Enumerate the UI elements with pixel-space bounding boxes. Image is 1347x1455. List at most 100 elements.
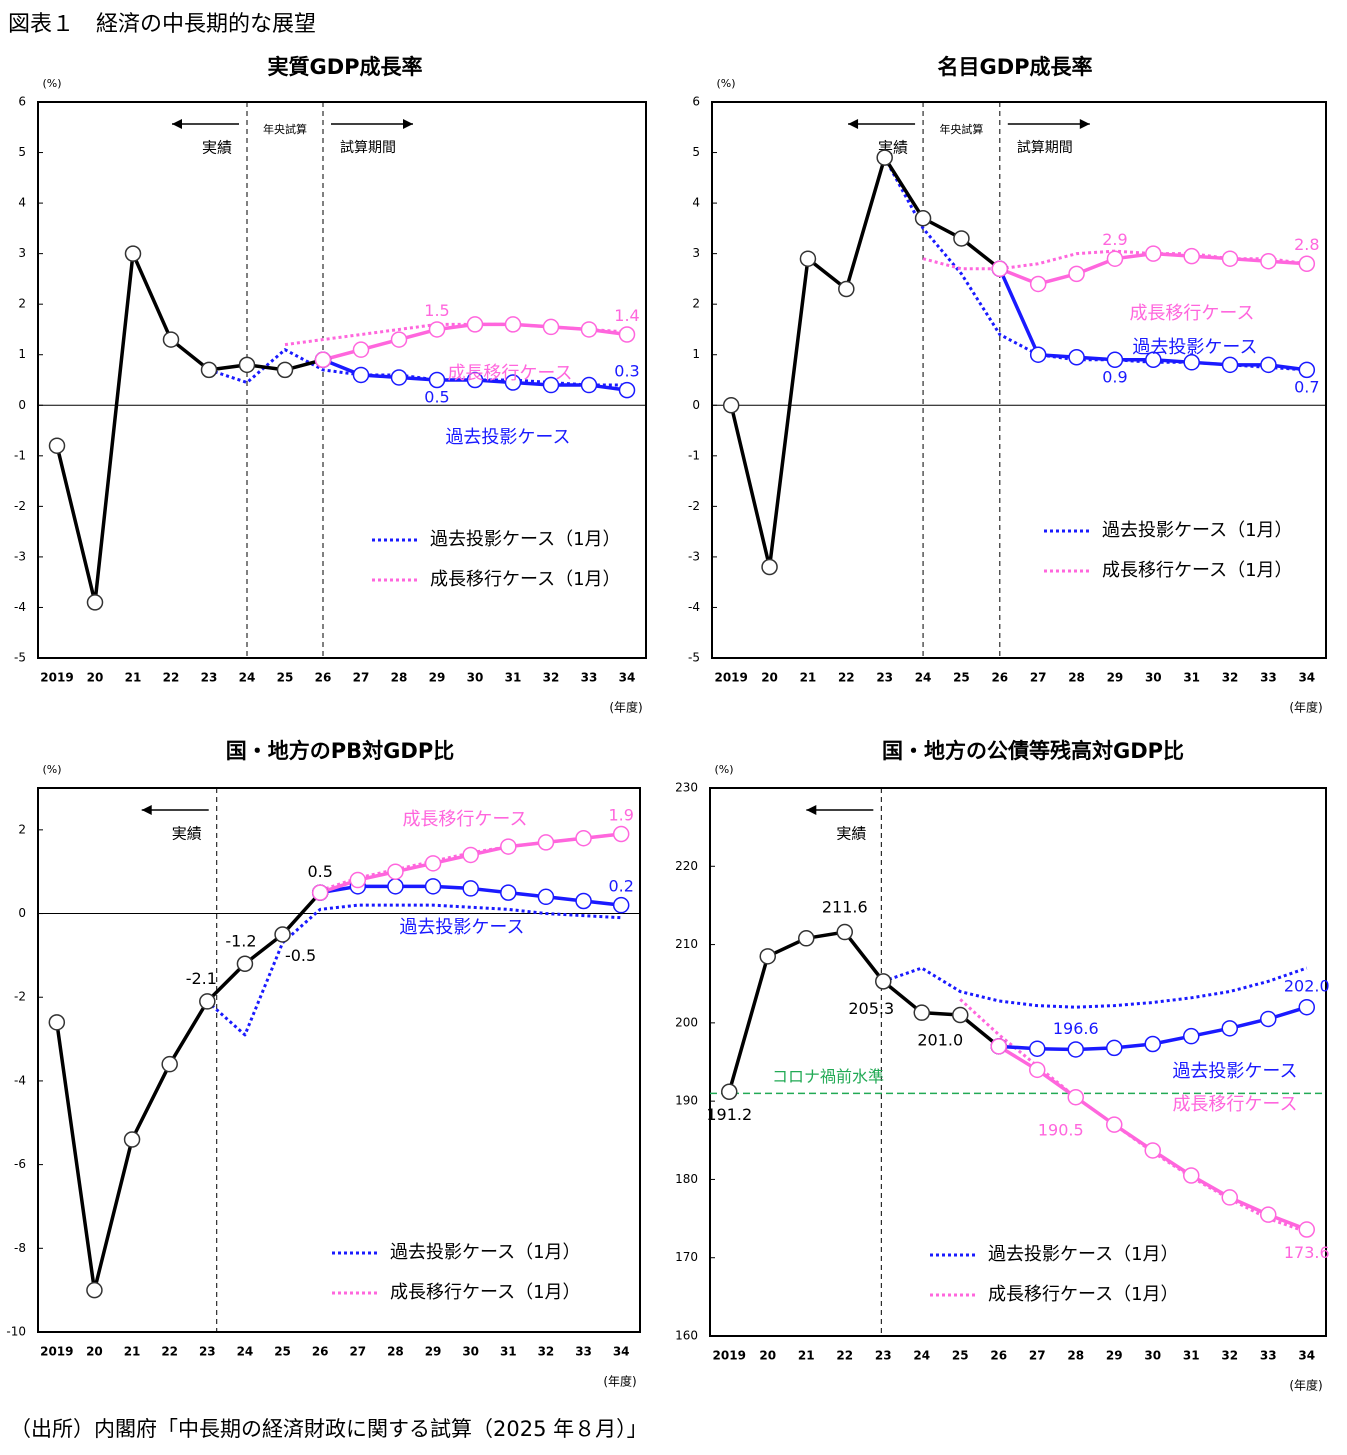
x-tick-label: 22 [161, 1345, 178, 1359]
marker [876, 149, 893, 166]
y-tick-label: 0 [18, 906, 26, 920]
marker [952, 1006, 969, 1024]
y-tick-label: -2 [14, 499, 26, 513]
period-label: 試算期間 [1017, 140, 1073, 156]
marker [504, 374, 522, 391]
marker [612, 896, 630, 914]
marker [86, 594, 104, 611]
data-label: 201.0 [917, 1031, 963, 1050]
y-tick-label: 170 [675, 1250, 698, 1264]
x-tick-label: 28 [1067, 1349, 1084, 1363]
data-label: 1.4 [614, 306, 639, 325]
data-label: 0.7 [1294, 377, 1319, 396]
x-tick-label: 23 [201, 671, 218, 685]
marker [504, 316, 522, 333]
x-tick-label: 21 [798, 1349, 815, 1363]
x-tick-label: 29 [1106, 1349, 1123, 1363]
data-label: 1.9 [608, 806, 633, 825]
marker [1221, 1020, 1238, 1037]
x-axis-unit: (年度) [603, 1374, 636, 1389]
marker [1067, 1088, 1084, 1106]
x-tick-label: 23 [199, 1345, 216, 1359]
marker [1144, 1035, 1161, 1053]
marker [953, 230, 970, 247]
y-tick-label: -3 [14, 549, 26, 563]
marker [387, 863, 404, 880]
x-tick-label: 23 [875, 1349, 892, 1363]
x-tick-label: 28 [387, 1345, 404, 1359]
marker [238, 356, 256, 374]
y-tick-label: -5 [688, 651, 700, 665]
marker [1221, 1189, 1238, 1206]
line [729, 155, 1001, 569]
marker [349, 871, 367, 889]
marker [48, 437, 66, 454]
marker [1106, 250, 1124, 267]
data-label: 0.9 [1102, 367, 1127, 386]
x-tick-label: 25 [277, 671, 294, 685]
y-tick-label: 6 [18, 95, 26, 109]
plot-frame [37, 787, 641, 1333]
x-tick-label: 33 [581, 671, 598, 685]
y-tick-label: 1 [692, 347, 700, 361]
x-tick-label: 34 [613, 1345, 630, 1359]
period-label: 試算期間 [340, 140, 396, 156]
x-tick-label: 25 [952, 1349, 969, 1363]
data-label: 202.0 [1284, 977, 1330, 996]
data-label: 196.6 [1053, 1019, 1099, 1038]
marker [1029, 1040, 1046, 1057]
x-tick-label: 33 [575, 1345, 592, 1359]
marker [1029, 346, 1047, 363]
x-tick-label: 27 [353, 671, 370, 685]
x-tick-label: 24 [239, 671, 256, 685]
data-label: 0.5 [424, 388, 449, 407]
y-tick-label: -1 [14, 448, 26, 462]
x-tick-label: 34 [1298, 1349, 1315, 1363]
marker [875, 973, 892, 990]
x-tick-label: 26 [990, 1349, 1007, 1363]
period-label: 年央試算 [263, 122, 307, 136]
x-tick-label: 30 [1144, 1349, 1161, 1363]
y-tick-label: 180 [675, 1172, 698, 1186]
y-tick-label: -4 [688, 600, 700, 614]
marker [1106, 1039, 1123, 1057]
marker [1183, 1167, 1200, 1184]
data-label: 190.5 [1038, 1121, 1084, 1140]
reference-label: コロナ禍前水準 [772, 1067, 884, 1086]
marker [618, 326, 636, 343]
x-tick-label: 24 [913, 1349, 930, 1363]
x-tick-label: 22 [836, 1349, 853, 1363]
legend-label: 過去投影ケース（1月） [430, 529, 621, 550]
marker [200, 361, 218, 379]
marker [1068, 349, 1085, 366]
marker [1183, 354, 1200, 371]
x-tick-label: 26 [312, 1345, 329, 1359]
marker [1260, 356, 1277, 374]
data-label: 0.5 [307, 862, 332, 881]
marker [580, 321, 598, 338]
marker [462, 846, 479, 864]
marker [759, 948, 776, 965]
legend-label: 成長移行ケース（1月） [430, 569, 621, 590]
data-label: -2.1 [186, 969, 217, 988]
data-label: 205.3 [848, 999, 894, 1018]
dotted-line [882, 966, 1308, 1009]
y-tick-label: 2 [18, 822, 26, 836]
x-tick-label: 31 [505, 671, 522, 685]
x-tick-label: 27 [349, 1345, 366, 1359]
x-tick-label: 34 [619, 671, 636, 685]
figure-title: 図表１ 経済の中長期的な展望 [8, 12, 316, 37]
marker [1221, 356, 1239, 374]
marker [352, 366, 370, 384]
y-tick-label: 220 [675, 859, 698, 873]
marker [761, 558, 778, 576]
marker [462, 880, 479, 897]
y-tick-label: 3 [18, 246, 26, 260]
marker [1298, 361, 1316, 379]
y-tick-label: 0 [18, 398, 26, 412]
x-axis-unit: (年度) [1289, 700, 1322, 715]
marker [86, 1281, 103, 1299]
x-tick-label: 28 [391, 671, 408, 685]
marker [124, 245, 142, 262]
marker [1260, 1206, 1277, 1223]
